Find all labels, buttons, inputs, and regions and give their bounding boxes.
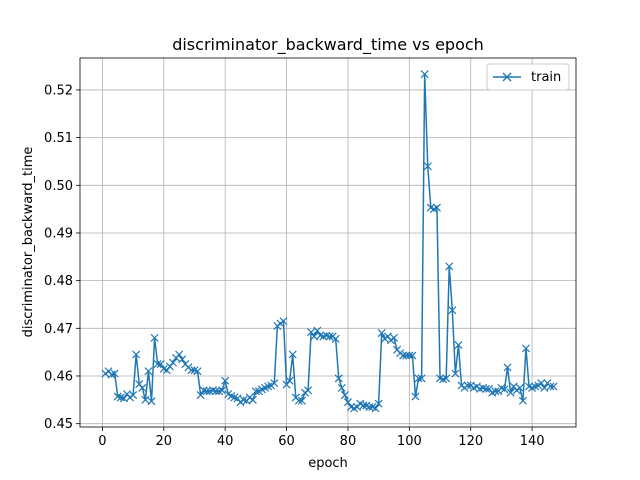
data-point bbox=[343, 398, 352, 407]
data-point bbox=[359, 401, 368, 410]
data-point bbox=[540, 383, 549, 392]
data-point bbox=[196, 391, 205, 400]
data-point bbox=[445, 262, 454, 271]
x-tick-label: 120 bbox=[458, 434, 483, 449]
data-point bbox=[331, 334, 340, 343]
x-tick-label: 0 bbox=[98, 434, 106, 449]
data-point bbox=[448, 306, 457, 315]
data-point bbox=[129, 391, 138, 400]
data-point bbox=[193, 367, 202, 376]
data-point bbox=[304, 386, 313, 395]
x-tick-label: 60 bbox=[278, 434, 295, 449]
data-point bbox=[414, 374, 423, 383]
x-tick-label: 20 bbox=[156, 434, 173, 449]
data-point bbox=[549, 382, 558, 391]
data-point bbox=[110, 369, 119, 378]
data-point bbox=[482, 384, 491, 393]
y-tick-label: 0.45 bbox=[44, 417, 73, 432]
y-tick-label: 0.49 bbox=[44, 226, 73, 241]
legend-label-train: train bbox=[531, 70, 561, 85]
data-point bbox=[537, 379, 546, 388]
data-point bbox=[307, 328, 316, 337]
y-tick-label: 0.48 bbox=[44, 274, 73, 289]
data-point bbox=[248, 395, 257, 404]
axes-frame bbox=[79, 57, 577, 428]
data-point bbox=[521, 344, 530, 353]
data-point bbox=[417, 374, 426, 383]
data-point bbox=[500, 385, 509, 394]
legend: train bbox=[486, 63, 570, 91]
data-point bbox=[279, 317, 288, 326]
data-point bbox=[491, 387, 500, 396]
data-point bbox=[389, 333, 399, 342]
data-point bbox=[138, 383, 147, 392]
data-point bbox=[251, 387, 260, 396]
data-point bbox=[153, 360, 162, 369]
data-point bbox=[402, 351, 411, 360]
data-point bbox=[503, 363, 512, 372]
data-point bbox=[270, 379, 279, 388]
legend-marker-icon bbox=[502, 72, 512, 82]
y-tick-label: 0.50 bbox=[44, 179, 73, 194]
y-tick-label: 0.52 bbox=[44, 83, 73, 98]
legend-box bbox=[486, 63, 570, 91]
data-point bbox=[294, 396, 303, 405]
data-point bbox=[297, 396, 306, 405]
data-point bbox=[371, 404, 380, 413]
data-point bbox=[150, 333, 159, 342]
data-point bbox=[420, 70, 429, 79]
x-axis-label: epoch bbox=[308, 456, 348, 471]
data-point bbox=[221, 376, 230, 385]
x-tick-label: 80 bbox=[340, 434, 357, 449]
data-point bbox=[340, 391, 349, 400]
data-point bbox=[463, 381, 472, 390]
y-tick-label: 0.51 bbox=[44, 131, 73, 146]
data-point bbox=[408, 351, 417, 360]
data-point bbox=[334, 374, 343, 383]
data-point bbox=[144, 367, 153, 376]
gridlines bbox=[80, 58, 576, 427]
data-point bbox=[285, 376, 294, 385]
data-point bbox=[423, 162, 432, 171]
x-tick-label: 100 bbox=[397, 434, 422, 449]
data-point bbox=[175, 350, 184, 359]
data-point bbox=[506, 388, 515, 397]
data-point bbox=[377, 329, 386, 338]
data-point bbox=[442, 374, 451, 383]
x-tick-label: 40 bbox=[217, 434, 234, 449]
y-tick-label: 0.46 bbox=[44, 369, 73, 384]
data-point bbox=[454, 340, 463, 350]
data-point bbox=[451, 369, 460, 378]
data-point bbox=[132, 350, 141, 359]
data-point bbox=[168, 358, 178, 367]
x-tick-label: 140 bbox=[520, 434, 545, 449]
data-point bbox=[147, 397, 156, 406]
y-axis-label: discriminator_backward_time bbox=[21, 147, 36, 338]
y-tick-label: 0.47 bbox=[44, 322, 73, 337]
chart-title: discriminator_backward_time vs epoch bbox=[172, 35, 484, 55]
data-point bbox=[156, 360, 165, 369]
data-point bbox=[374, 399, 383, 408]
data-point bbox=[411, 392, 420, 401]
data-point bbox=[218, 386, 227, 395]
data-point bbox=[365, 402, 374, 412]
data-point bbox=[337, 383, 346, 392]
data-point bbox=[405, 351, 414, 360]
data-point bbox=[399, 351, 408, 360]
data-point bbox=[141, 395, 150, 404]
data-point bbox=[518, 396, 527, 405]
data-point bbox=[515, 383, 524, 392]
plot-area bbox=[101, 70, 558, 413]
data-point bbox=[325, 332, 334, 341]
data-point bbox=[178, 355, 187, 364]
data-point bbox=[546, 382, 555, 391]
data-point bbox=[432, 203, 441, 212]
data-point bbox=[288, 350, 297, 359]
axes: 0 20 40 60 80 100 120 140 0.45 0.46 0.47 0.48 0.49 0.… bbox=[44, 57, 577, 449]
